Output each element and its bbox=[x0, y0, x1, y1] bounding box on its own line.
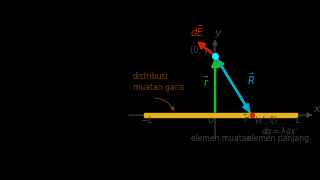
Text: $\vec{r}$: $\vec{r}$ bbox=[203, 74, 209, 89]
Text: $x$: $x$ bbox=[313, 104, 320, 114]
Text: $\vec{r}’$: $\vec{r}’$ bbox=[243, 112, 251, 125]
Text: $-L$: $-L$ bbox=[140, 114, 154, 125]
Text: (0, y₀): (0, y₀) bbox=[190, 46, 215, 55]
Text: (x’, 0): (x’, 0) bbox=[255, 116, 277, 125]
Text: $L$: $L$ bbox=[295, 114, 301, 125]
Text: elemen panjang: elemen panjang bbox=[247, 134, 309, 143]
Text: distribusi
muatan garis: distribusi muatan garis bbox=[133, 72, 184, 92]
Text: $d\vec{E}$: $d\vec{E}$ bbox=[190, 24, 204, 39]
Bar bbox=[144, 113, 297, 117]
Text: $dq = \lambda\, dx’$: $dq = \lambda\, dx’$ bbox=[256, 121, 299, 138]
Text: elemen muatan: elemen muatan bbox=[190, 134, 251, 143]
Text: 0: 0 bbox=[207, 115, 214, 125]
Text: $\vec{R}$: $\vec{R}$ bbox=[247, 72, 255, 87]
Text: $y$: $y$ bbox=[214, 28, 223, 40]
